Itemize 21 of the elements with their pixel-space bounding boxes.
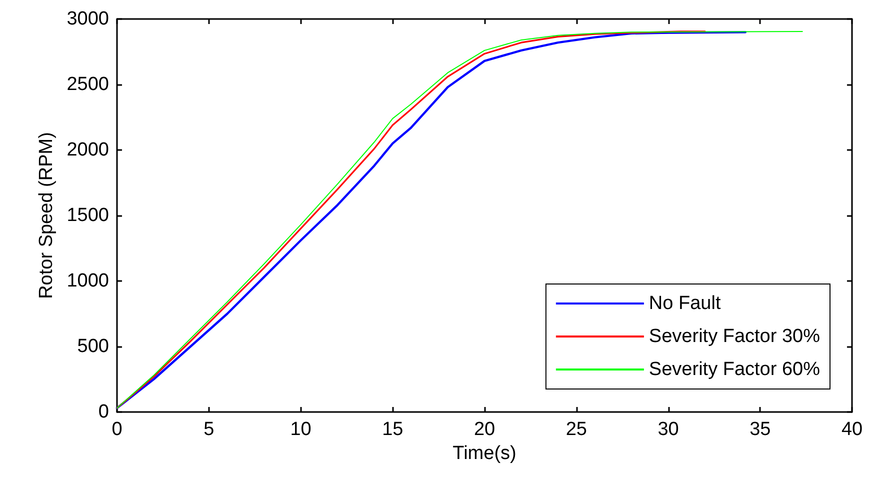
x-tick-label: 20 (474, 419, 496, 440)
y-tick-label: 1000 (66, 270, 109, 292)
legend-label: Severity Factor 60% (648, 359, 820, 380)
x-tick-label: 30 (658, 419, 679, 440)
y-tick-label: 2500 (66, 74, 109, 95)
legend-label: No Fault (648, 293, 722, 314)
y-tick-label: 1500 (66, 205, 109, 226)
y-tick-label: 0 (98, 402, 109, 422)
x-tick-label: 15 (382, 419, 404, 440)
x-tick-label: 10 (290, 419, 312, 440)
x-tick-label: 0 (112, 419, 122, 440)
x-tick-label: 25 (566, 419, 587, 440)
y-tick-label: 500 (77, 336, 109, 357)
y-axis-title: Rotor Speed (RPM) (36, 132, 57, 299)
x-axis-title: Time(s) (452, 442, 516, 464)
y-tick-label: 3000 (66, 8, 109, 30)
x-tick-label: 40 (841, 419, 863, 440)
y-tick-label: 2000 (66, 140, 109, 160)
legend-label: Severity Factor 30% (648, 326, 820, 347)
x-tick-label: 35 (750, 419, 771, 440)
x-tick-label: 5 (204, 419, 214, 440)
